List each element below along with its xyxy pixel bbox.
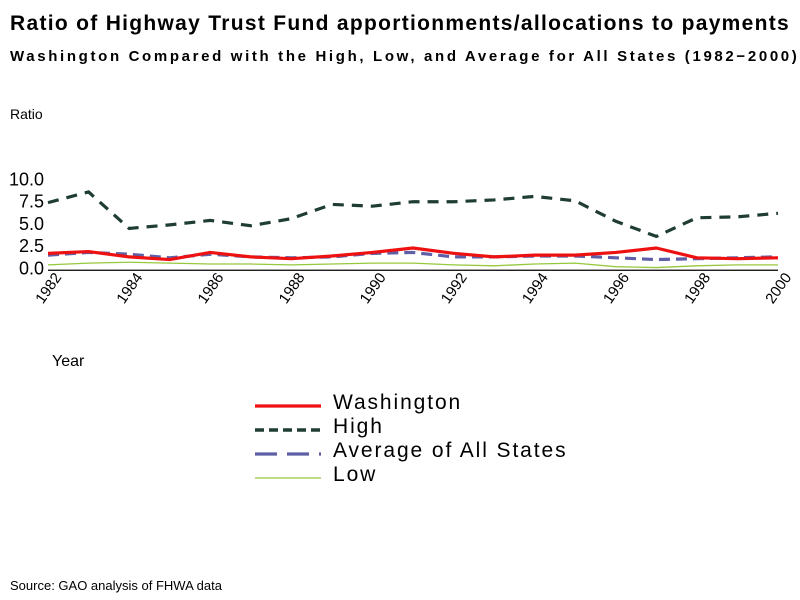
svg-text:2.5: 2.5 <box>19 236 44 256</box>
svg-text:1998: 1998 <box>681 270 714 307</box>
svg-text:1990: 1990 <box>357 270 390 307</box>
svg-text:0.0: 0.0 <box>19 258 44 278</box>
svg-text:1996: 1996 <box>600 270 633 307</box>
svg-text:1986: 1986 <box>194 270 227 307</box>
svg-text:10.0: 10.0 <box>9 169 44 189</box>
svg-text:1988: 1988 <box>276 270 309 307</box>
svg-text:5.0: 5.0 <box>19 214 44 234</box>
svg-text:2000: 2000 <box>762 270 795 307</box>
svg-text:1992: 1992 <box>438 270 471 307</box>
svg-text:1984: 1984 <box>113 270 146 307</box>
svg-text:1994: 1994 <box>519 270 552 307</box>
svg-text:7.5: 7.5 <box>19 192 44 212</box>
